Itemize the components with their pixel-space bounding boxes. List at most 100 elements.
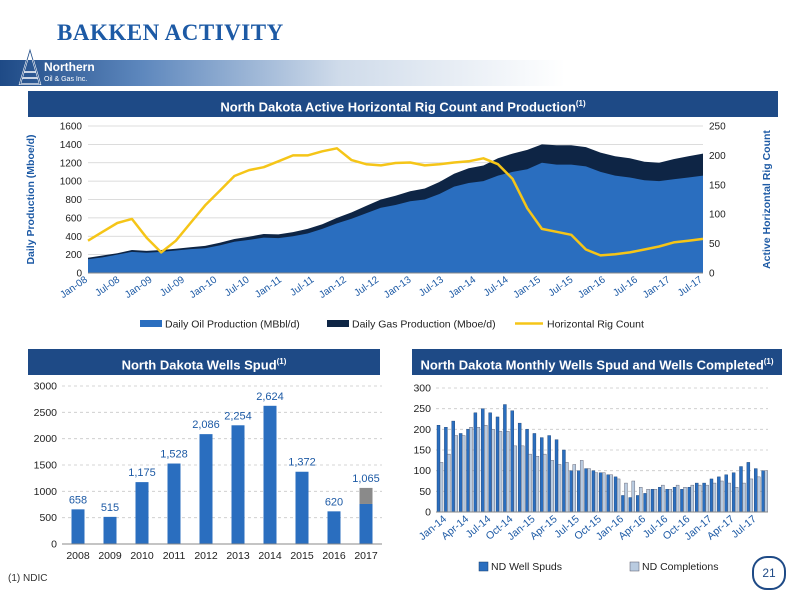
legend-swatch-gas bbox=[327, 320, 349, 327]
spud-bar bbox=[591, 470, 596, 513]
x-tick-label: Jan-16 bbox=[576, 274, 608, 301]
y-tick-label: 500 bbox=[39, 512, 57, 524]
spud-bar bbox=[466, 429, 470, 513]
bar bbox=[167, 463, 181, 544]
y2-tick-label: 50 bbox=[709, 239, 721, 250]
completion-bar bbox=[653, 489, 658, 513]
bar bbox=[199, 434, 213, 544]
spud-bar bbox=[599, 472, 603, 513]
completion-bar bbox=[572, 464, 577, 513]
bar bbox=[231, 425, 245, 544]
y-tick-label: 1500 bbox=[34, 460, 58, 472]
completion-bar bbox=[506, 431, 510, 513]
spud-bar bbox=[672, 486, 677, 513]
chart2-title-sup: (1) bbox=[276, 357, 287, 366]
y-tick-label: 250 bbox=[413, 403, 431, 415]
spud-bar bbox=[731, 472, 736, 513]
spud-bar bbox=[510, 410, 514, 513]
chart3-title-banner: North Dakota Monthly Wells Spud and Well… bbox=[412, 349, 782, 375]
x-tick-label: 2012 bbox=[194, 550, 218, 562]
x-tick-label: 2009 bbox=[98, 550, 122, 562]
y-tick-label: 2000 bbox=[34, 433, 58, 445]
completion-bar bbox=[661, 484, 665, 513]
y-tick-label: 200 bbox=[413, 424, 431, 436]
legend-label-oil: Daily Oil Production (MBbl/d) bbox=[165, 319, 300, 331]
footnote: (1) NDIC bbox=[8, 573, 48, 584]
completion-bar bbox=[609, 474, 613, 513]
logo-subname: Oil & Gas Inc. bbox=[44, 76, 87, 83]
completion-bar bbox=[535, 455, 540, 513]
legend-label-gas: Daily Gas Production (Mboe/d) bbox=[352, 319, 496, 331]
chart1-title-banner: North Dakota Active Horizontal Rig Count… bbox=[28, 91, 778, 117]
x-tick-label: Jul-17 bbox=[676, 274, 705, 299]
y-tick-label: 300 bbox=[413, 383, 431, 395]
x-tick-label: Jul-15 bbox=[547, 274, 576, 299]
y-tick-label: 1000 bbox=[60, 177, 83, 188]
spud-bar bbox=[658, 486, 662, 513]
spud-bar bbox=[569, 470, 574, 513]
spud-bar bbox=[584, 468, 588, 513]
spud-bar bbox=[680, 489, 684, 513]
bar bbox=[103, 516, 117, 544]
y-tick-label: 0 bbox=[425, 507, 431, 519]
bar-value-label: 515 bbox=[101, 502, 119, 514]
spud-bar bbox=[495, 416, 500, 513]
x-tick-label: Jan-08 bbox=[58, 274, 90, 301]
spud-bar bbox=[717, 476, 721, 513]
x-tick-label: 2011 bbox=[163, 550, 186, 562]
y2-tick-label: 150 bbox=[709, 180, 726, 191]
legend-label-spuds: ND Well Spuds bbox=[491, 561, 562, 573]
completion-bar bbox=[646, 489, 650, 513]
y-tick-label: 200 bbox=[65, 250, 82, 261]
x-tick-label: Jan-11 bbox=[253, 274, 284, 300]
spud-bar bbox=[650, 489, 655, 513]
y-tick-label: 800 bbox=[65, 195, 82, 206]
spud-bar bbox=[702, 482, 706, 513]
completion-bar bbox=[705, 484, 709, 513]
y-tick-label: 2500 bbox=[34, 407, 58, 419]
y-axis-label: Daily Production (Mboe/d) bbox=[25, 134, 37, 264]
completion-bar bbox=[712, 482, 717, 513]
page-title: BAKKEN ACTIVITY bbox=[57, 20, 284, 45]
completion-bar bbox=[528, 453, 532, 513]
completion-bar bbox=[469, 427, 473, 513]
x-tick-label: Jan-10 bbox=[188, 274, 220, 301]
spud-bar bbox=[613, 476, 618, 513]
x-tick-label: Jan-15 bbox=[512, 274, 544, 301]
x-tick-label: 2010 bbox=[130, 550, 154, 562]
spud-bar bbox=[451, 420, 455, 513]
completion-bar bbox=[587, 468, 591, 513]
y-tick-label: 1000 bbox=[34, 486, 58, 498]
spud-bar bbox=[436, 425, 441, 513]
bar-2017-actual bbox=[359, 503, 373, 544]
completion-bar bbox=[579, 460, 584, 513]
completion-bar bbox=[668, 489, 672, 513]
bar bbox=[135, 482, 149, 544]
x-tick-label: Jul-09 bbox=[158, 274, 187, 299]
oil-production-area bbox=[88, 162, 703, 273]
spud-bar bbox=[562, 449, 566, 513]
x-tick-label: 2017 bbox=[354, 550, 378, 562]
y-tick-label: 100 bbox=[413, 465, 431, 477]
completion-bar bbox=[631, 480, 636, 513]
x-tick-label: Jan-14 bbox=[447, 274, 479, 301]
completion-bar bbox=[557, 464, 562, 513]
chart2-title: North Dakota Wells Spud bbox=[121, 357, 277, 373]
completion-bar bbox=[513, 445, 517, 513]
completion-bar bbox=[565, 462, 569, 513]
x-tick-label: 2015 bbox=[290, 550, 314, 562]
spud-bar bbox=[517, 422, 522, 513]
legend-swatch-oil bbox=[140, 320, 162, 327]
completion-bar bbox=[602, 472, 606, 513]
spud-bar bbox=[473, 412, 478, 513]
completion-bar bbox=[638, 486, 643, 513]
bar-value-label: 658 bbox=[69, 494, 87, 506]
completion-bar bbox=[461, 435, 466, 513]
bar-value-label: 1,528 bbox=[160, 449, 188, 461]
logo-bar: Northern Oil & Gas Inc. bbox=[0, 46, 565, 86]
spud-bar bbox=[635, 495, 640, 513]
completion-bar bbox=[484, 425, 488, 513]
bar-value-label: 620 bbox=[325, 496, 343, 508]
bar-2017-projected bbox=[359, 487, 373, 504]
x-tick-label: Jul-08 bbox=[93, 274, 122, 299]
